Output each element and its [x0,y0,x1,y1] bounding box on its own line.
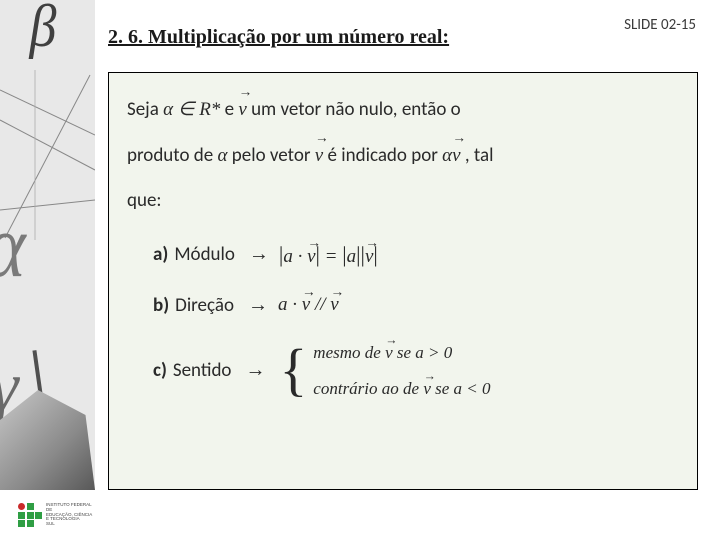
dot: · [288,294,302,315]
vector-v: v [238,87,246,133]
vector-v: v [302,294,310,316]
modulo-formula: |a · v| = |a||v| [279,242,378,268]
item-word: Sentido [173,359,232,382]
dot: · [293,246,307,267]
alpha-symbol: α [218,145,228,166]
item-label: b) [153,294,169,317]
alpha-symbol: α [163,99,173,120]
element-of: ∈ [173,99,199,120]
case-positive: mesmo de v se a > 0 [313,343,490,363]
text: se a < 0 [431,379,491,398]
text: que: [127,189,162,212]
alpha-glyph: α [0,195,26,298]
item-label: c) [153,359,167,382]
cases: mesmo de v se a > 0 contrário ao de v se… [313,343,490,399]
vector-v: v [315,133,323,179]
direcao-formula: a · v // v [278,294,339,316]
item-word: Módulo [174,243,235,266]
intro-text: Seja α ∈ R* e v um vetor não nulo, então… [127,87,679,224]
text: se a > 0 [393,343,453,362]
beta-glyph: β [29,0,56,61]
scalar-a: a [283,246,293,267]
institution-logo: INSTITUTO FEDERAL DEEDUCAÇÃO, CIÊNCIA E … [18,498,96,532]
scalar-a: a [278,294,288,315]
text: Seja [127,98,163,121]
content-box: Seja α ∈ R* e v um vetor não nulo, então… [108,72,698,490]
slide-title: 2. 6. Multiplicação por um número real: [108,26,449,49]
case-negative: contrário ao de v se a < 0 [313,379,490,399]
arrow-icon: → [248,294,268,317]
vector-v: v [307,246,315,268]
item-modulo: a) Módulo → |a · v| = |a||v| [153,242,679,268]
equals: = [320,246,342,267]
vector-v: v [452,133,460,179]
logo-squares [18,503,42,527]
r-star: R* [199,99,220,120]
decorative-sidebar: β α γ [0,0,95,490]
text: um vetor não nulo, então o [247,98,461,121]
item-label: a) [153,243,168,266]
text: mesmo de [313,343,385,362]
arrow-icon: → [249,243,269,266]
vector-v: v [330,294,338,316]
cases-brace: { mesmo de v se a > 0 contrário ao de v … [279,343,490,399]
logo-text: INSTITUTO FEDERAL DEEDUCAÇÃO, CIÊNCIA E … [46,503,96,528]
item-word: Direção [175,294,234,317]
text: pelo vetor [228,144,315,167]
item-sentido: c) Sentido → { mesmo de v se a > 0 contrá… [153,343,679,399]
scalar-a: a [347,246,357,267]
arrow-icon: → [245,359,265,382]
vector-v: v [385,343,393,363]
slide-number: SLIDE 02-15 [624,16,696,34]
left-brace-icon: { [279,353,307,388]
vector-v: v [423,379,431,399]
vector-v: v [365,246,373,268]
text: é indicado por [323,144,442,167]
alpha-symbol: α [442,145,452,166]
text: contrário ao de [313,379,419,398]
text: produto de [127,144,218,167]
item-direcao: b) Direção → a · v // v [153,294,679,317]
text: e [220,98,238,121]
properties-list: a) Módulo → |a · v| = |a||v| b) Direção … [127,242,679,399]
